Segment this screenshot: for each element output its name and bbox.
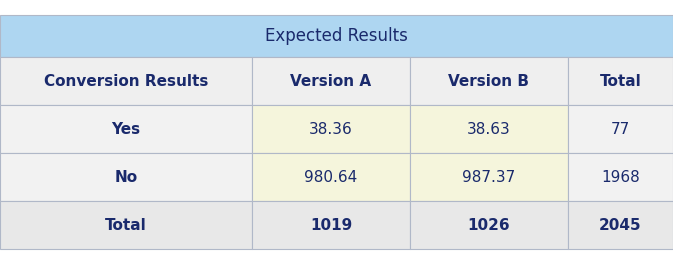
Text: 77: 77 (611, 121, 630, 136)
Bar (0, 105, 252, 153)
Bar (568, 201, 673, 249)
Text: Total: Total (600, 73, 641, 88)
Bar (0, 15, 673, 57)
Text: 980.64: 980.64 (304, 169, 357, 185)
Bar (410, 57, 568, 105)
Bar (568, 105, 673, 153)
Text: 38.36: 38.36 (309, 121, 353, 136)
Bar (252, 201, 410, 249)
Bar (252, 153, 410, 201)
Text: Conversion Results: Conversion Results (44, 73, 208, 88)
Bar (0, 201, 252, 249)
Text: 1019: 1019 (310, 218, 352, 233)
Text: 1968: 1968 (601, 169, 640, 185)
Bar (410, 153, 568, 201)
Text: 38.63: 38.63 (467, 121, 511, 136)
Bar (568, 153, 673, 201)
Bar (0, 153, 252, 201)
Text: No: No (114, 169, 137, 185)
Bar (410, 201, 568, 249)
Text: Yes: Yes (112, 121, 141, 136)
Bar (252, 105, 410, 153)
Text: 987.37: 987.37 (462, 169, 516, 185)
Text: Expected Results: Expected Results (265, 27, 408, 45)
Text: 2045: 2045 (599, 218, 642, 233)
Bar (568, 57, 673, 105)
Bar (410, 105, 568, 153)
Bar (0, 57, 252, 105)
Text: Total: Total (105, 218, 147, 233)
Bar (252, 57, 410, 105)
Text: Version B: Version B (448, 73, 530, 88)
Text: 1026: 1026 (468, 218, 510, 233)
Text: Version A: Version A (291, 73, 371, 88)
